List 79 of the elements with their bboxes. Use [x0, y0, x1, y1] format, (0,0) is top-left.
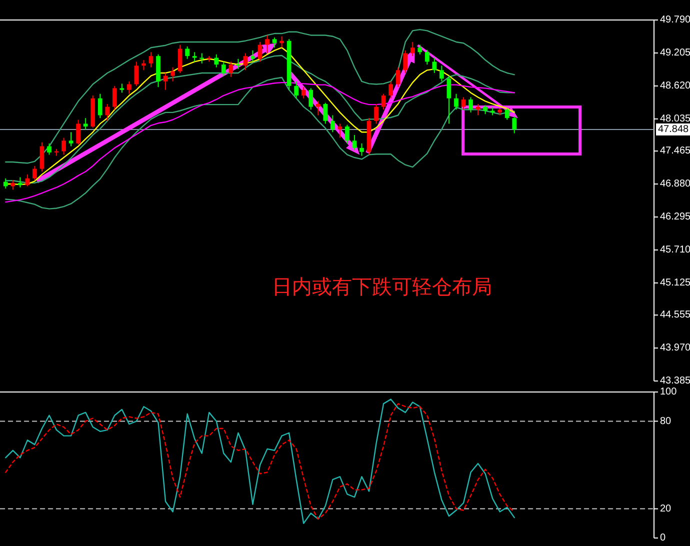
candlestick: [352, 134, 357, 151]
y-tick-label: 43.970: [660, 342, 690, 354]
candlestick: [265, 34, 270, 54]
candlestick: [200, 52, 204, 64]
y-tick-label: 43.385: [660, 376, 690, 387]
candlestick: [170, 66, 175, 82]
candlestick: [410, 41, 415, 57]
candlestick: [98, 93, 102, 119]
candlestick: [374, 103, 378, 124]
candlestick: [381, 93, 386, 110]
candlestick: [294, 80, 299, 99]
candlestick: [345, 124, 350, 144]
candlestick: [18, 176, 22, 188]
candlestick: [388, 80, 393, 99]
y-tick-label: 44.555: [660, 310, 690, 321]
candlestick: [512, 116, 517, 134]
annotation: 日内或有下跌可轻仓布局: [272, 274, 492, 298]
candlestick: [468, 96, 473, 113]
y-tick-label: 20: [660, 503, 672, 514]
candlestick: [47, 142, 52, 156]
candlestick: [396, 66, 400, 88]
candlestick: [40, 142, 44, 172]
y-tick-label: 48.620: [660, 80, 690, 92]
candlestick: [338, 123, 342, 138]
candlestick: [360, 142, 364, 156]
y-tick-label: 45.125: [660, 278, 690, 289]
candlestick: [418, 44, 422, 55]
candlestick: [134, 61, 139, 86]
candlestick: [323, 102, 328, 124]
y-tick-label: 47.465: [660, 146, 690, 157]
candlestick: [112, 85, 117, 110]
candlestick: [32, 165, 37, 181]
candlestick: [272, 36, 277, 48]
ref-line-label: 47.848: [658, 124, 690, 136]
candlestick: [105, 103, 110, 122]
candlestick: [228, 61, 234, 78]
candlestick: [192, 52, 197, 62]
candlestick: [250, 50, 255, 62]
candlestick: [83, 118, 88, 130]
y-tick-label: 46.880: [660, 178, 690, 190]
y-tick-label: 0: [660, 532, 666, 544]
candlestick: [461, 96, 466, 110]
candlestick: [316, 100, 320, 116]
candlestick: [221, 61, 226, 76]
candlestick: [68, 132, 74, 147]
candlestick: [301, 86, 306, 99]
y-tick-label: 46.295: [660, 212, 690, 223]
candlestick: [236, 58, 240, 70]
candlestick: [446, 75, 452, 124]
candlestick: [454, 93, 458, 110]
candlestick: [148, 52, 154, 68]
candlestick: [424, 49, 430, 66]
y-tick-label: 49.205: [660, 48, 690, 59]
candlestick: [214, 54, 219, 68]
candlestick: [504, 108, 510, 120]
candlestick: [243, 52, 248, 71]
candlestick: [308, 88, 314, 110]
y-tick-label: 48.035: [660, 114, 690, 125]
candlestick: [178, 44, 182, 74]
candlestick: [432, 57, 437, 74]
candlestick: [142, 60, 146, 71]
candlestick: [163, 72, 168, 90]
candlestick: [403, 50, 408, 74]
candlestick: [330, 114, 335, 133]
y-tick-label: 80: [660, 416, 672, 427]
candlestick: [3, 178, 8, 190]
y-tick-label: 45.710: [660, 244, 690, 256]
candlestick: [120, 83, 124, 94]
candlestick: [483, 104, 488, 115]
candlestick: [62, 137, 66, 156]
candlestick: [127, 80, 132, 94]
candlestick: [10, 180, 16, 190]
candlestick: [185, 46, 190, 60]
y-tick-label: 100: [660, 386, 678, 398]
candlestick: [280, 36, 284, 48]
y-tick-label: 49.790: [660, 14, 690, 26]
candlestick: [258, 41, 262, 62]
candlestick: [76, 119, 80, 146]
candlestick: [440, 65, 444, 82]
